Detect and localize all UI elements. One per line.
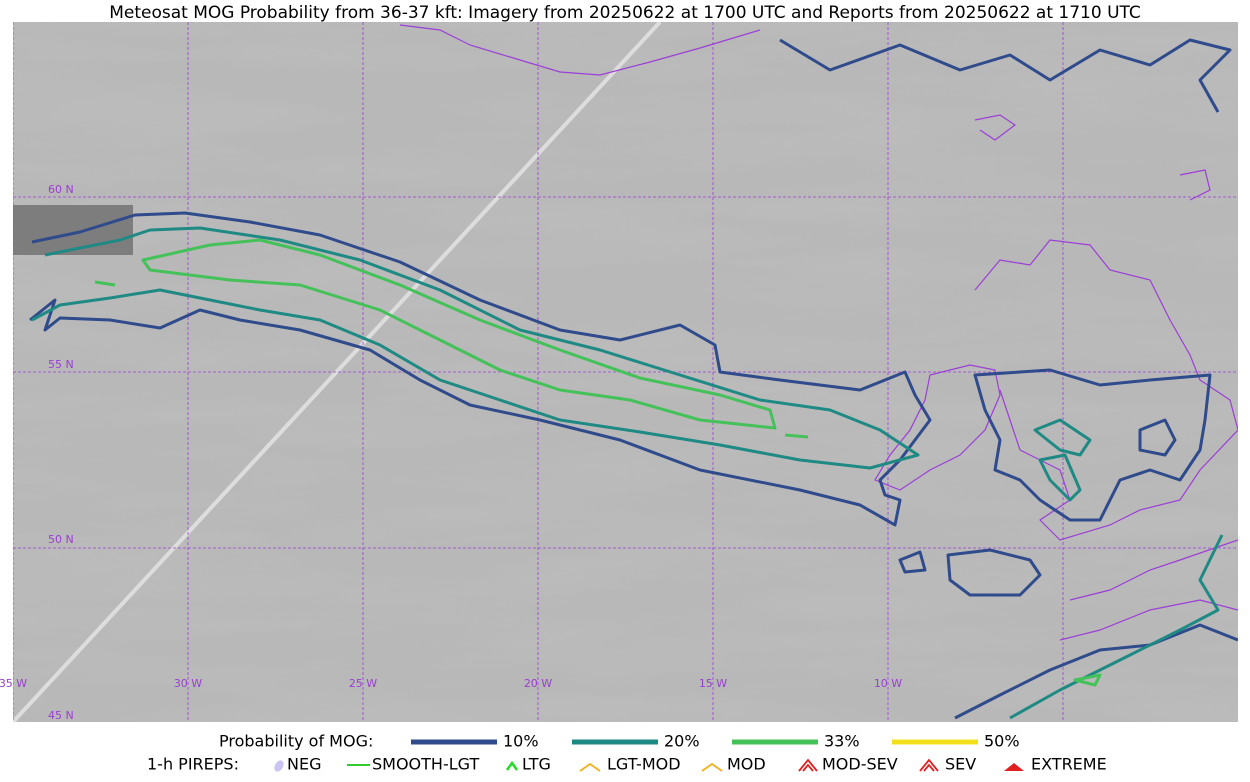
dark-band (13, 205, 133, 255)
map (13, 22, 1238, 722)
lat-label: 50 N (48, 533, 74, 546)
legend-symbol (1004, 763, 1024, 771)
contour-20 (1038, 453, 1082, 502)
contour-10 (973, 368, 1212, 522)
contour-33 (784, 433, 809, 439)
contour-10 (898, 550, 927, 574)
legend-symbol (701, 762, 723, 772)
contours (29, 38, 1238, 720)
contour-33 (94, 280, 116, 287)
legend-symbol (274, 760, 284, 772)
lon-label: 15 W (699, 677, 727, 690)
contour-33 (141, 238, 777, 430)
geo-labels: 60 N 55 N 50 N 45 N 35 W 30 W 25 W 20 W 15 W 10 W (0, 183, 902, 722)
legend-label: EXTREME (1031, 755, 1107, 774)
legend-title: Probability of MOG: (219, 732, 373, 751)
contour-10 (1138, 418, 1177, 457)
legend-symbol (505, 760, 519, 771)
legend-label: 10% (503, 732, 539, 751)
legend-symbol (919, 758, 939, 772)
contour-10 (29, 211, 932, 527)
contour-10 (779, 38, 1232, 113)
legend-label: LGT-MOD (607, 755, 681, 774)
legend-symbol (798, 758, 818, 772)
contour-20 (31, 226, 920, 470)
legend-label: MOD-SEV (822, 755, 898, 774)
lon-label: 20 W (524, 677, 552, 690)
contour-10 (954, 623, 1238, 720)
legend: Probability of MOG: 10% 20% 33% 50% 1-h PIREP… (147, 732, 1107, 774)
lon-label: 10 W (874, 677, 902, 690)
title: Meteosat MOG Probability from 36-37 kft:… (109, 3, 1141, 23)
contour-33 (1073, 673, 1102, 687)
lat-label: 45 N (48, 709, 74, 722)
legend-label: LTG (522, 755, 551, 774)
legend-title: 1-h PIREPS: (147, 755, 239, 774)
contour-10 (946, 548, 1042, 597)
legend-label: MOD (727, 755, 766, 774)
lat-label: 60 N (48, 183, 74, 196)
legend-label: NEG (287, 755, 321, 774)
lon-label: 30 W (174, 677, 202, 690)
lon-label: 35 W (0, 677, 27, 690)
lon-label: 25 W (349, 677, 377, 690)
legend-label: SEV (945, 755, 976, 774)
legend-label: 33% (824, 732, 860, 751)
legend-label: 50% (984, 732, 1020, 751)
legend-label: SMOOTH-LGT (372, 755, 479, 774)
lat-label: 55 N (48, 358, 74, 371)
contour-20 (1033, 418, 1092, 457)
contour-20 (1009, 534, 1224, 720)
swath-edge (13, 22, 662, 722)
legend-symbol (579, 762, 601, 772)
legend-label: 20% (664, 732, 700, 751)
